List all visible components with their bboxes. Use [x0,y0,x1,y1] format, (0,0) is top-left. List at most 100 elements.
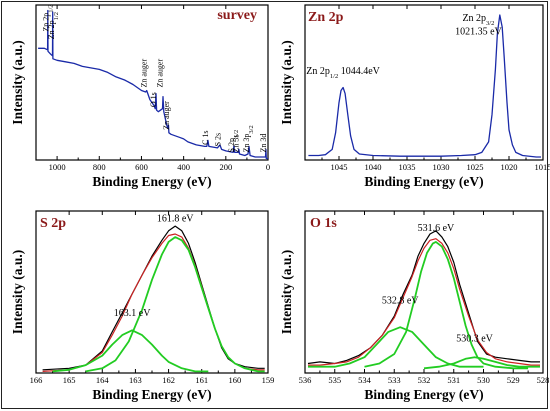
panel-title: O 1s [310,216,337,231]
peak-annotation: 530.3 eV [456,333,493,344]
x-tick-label: 400 [177,162,190,172]
peak-annotation: 163.1 eV [114,308,151,319]
annotation-text: C 1s [201,130,210,144]
series-line-530-3-fit [423,356,540,370]
annotation-text: Zn auger [140,59,149,88]
panel-title: Zn 2p [308,10,344,25]
annotation-text: 532.8 eV [382,295,419,306]
annotation-text: 1021.35 eV [455,27,502,38]
x-tick-label: 535 [328,375,341,385]
x-tick-label: 162 [162,375,175,385]
peak-annotation: S 2s [214,133,223,147]
x-tick-label: 166 [30,375,43,385]
annotation-subscript: 3/2 [486,20,494,27]
x-tick-label: 532 [418,375,431,385]
peak-annotation: 531.6 eV [418,223,455,234]
x-tick-label: 1025 [467,162,484,172]
peak-annotation: Zn 3s [231,134,240,152]
annotation-text: Zn auger [162,101,171,130]
annotation-text: O 1s [149,92,158,107]
annotation-text: 531.6 eV [418,223,455,234]
x-tick-label: 1020 [501,162,518,172]
annotation-text: S 2p [227,138,236,152]
peak-annotation: Zn 2p1/2 [42,4,55,31]
peak-annotation: 1021.35 eV [455,27,502,38]
x-tick-label: 528 [537,375,550,385]
peak-annotation: Zn 2p1/2 1044.4eV [306,66,380,80]
x-tick-label: 1030 [433,162,450,172]
panel-title: S 2p [40,216,66,231]
x-tick-label: 1000 [49,162,66,172]
x-tick-label: 1015 [535,162,550,172]
plot-area [304,210,544,374]
annotation-text: Zn 3p [242,134,251,153]
peak-annotation: Zn 3d [259,134,268,153]
x-tick-label: 159 [262,375,275,385]
y-axis-title: Intensity (a.u.) [279,40,294,124]
x-tick-label: 536 [299,375,312,385]
series-line-main [308,14,541,158]
x-axis-title: Binding Energy (eV) [364,387,483,402]
x-tick-label: 1035 [399,162,416,172]
panel-title: survey [217,8,257,23]
annotation-text: 161.8 eV [157,213,194,224]
x-tick-label: 534 [358,375,372,385]
chart-survey: 1000 800 600 400 200 0 Binding Energy (eV) Inte… [10,4,270,189]
x-tick-label: 529 [507,375,520,385]
series-line-raw [42,225,265,371]
peak-annotation: Zn 3p3/2 [242,125,255,152]
peak-annotation: Zn auger [156,59,165,88]
annotation-text: 163.1 eV [114,308,151,319]
annotation-text: Zn 3s [231,134,240,152]
x-tick-label: 800 [93,162,106,172]
peak-annotation: 161.8 eV [157,213,194,224]
chart-s-2p: 166 165 164 163 162 161 160 159 Binding Energy (… [10,210,275,402]
peak-annotation: 532.8 eV [382,295,419,306]
annotation-subscript: 1/2 [52,12,59,20]
peak-annotation: Zn 2p1/2 [47,12,60,39]
peak-annotation: Zn auger [140,59,149,88]
chart-o-1s: 536 535 534 533 532 531 530 529 528 Binding Energ… [279,210,550,402]
peak-annotation: C 1s [201,130,210,144]
peak-annotation: O 1s [149,92,158,107]
x-tick-label: 531 [447,375,460,385]
x-tick-label: 164 [96,375,110,385]
y-axis-title: Intensity (a.u.) [279,250,294,334]
series-line-envelope [308,238,540,366]
series-line-532-8-fit [308,326,484,368]
x-tick-label: 160 [228,375,241,385]
annotation-text: Zn 2p [462,13,486,24]
x-tick-label: 200 [219,162,232,172]
x-tick-label: 163 [129,375,142,385]
x-axis-title: Binding Energy (eV) [364,174,483,189]
annotation-text: Zn auger [156,59,165,88]
annotation-text: Zn 2p [42,13,51,32]
series-line-531-6-fit [364,241,529,370]
x-tick-label: 161 [195,375,208,385]
x-axis-title: Binding Energy (eV) [92,387,211,402]
annotation-subscript: 1/2 [330,72,338,79]
annotation-text: Zn 2p [306,66,330,77]
plot-area [35,4,269,161]
x-tick-label: 165 [63,375,76,385]
peak-annotation: Zn auger [162,101,171,130]
plot-area [304,4,544,161]
peak-annotation: Zn 2p3/2 [462,13,494,27]
y-axis-title: Intensity (a.u.) [10,250,25,334]
series-line-s-2p1-2-fit [52,329,209,373]
series-line-main [38,9,268,160]
annotation-suffix: 1044.4eV [338,66,380,77]
x-tick-label: 0 [266,162,270,172]
x-tick-label: 1045 [331,162,348,172]
plot-area [35,210,269,374]
y-axis-title: Intensity (a.u.) [10,40,25,124]
annotation-text: 530.3 eV [456,333,493,344]
annotation-subscript: 3/2 [248,125,255,133]
series-line-raw [307,230,540,365]
x-tick-label: 1040 [365,162,382,172]
annotation-text: S 2s [214,133,223,147]
x-tick-label: 533 [388,375,401,385]
x-axis-title: Binding Energy (eV) [92,174,211,189]
x-tick-label: 600 [135,162,148,172]
